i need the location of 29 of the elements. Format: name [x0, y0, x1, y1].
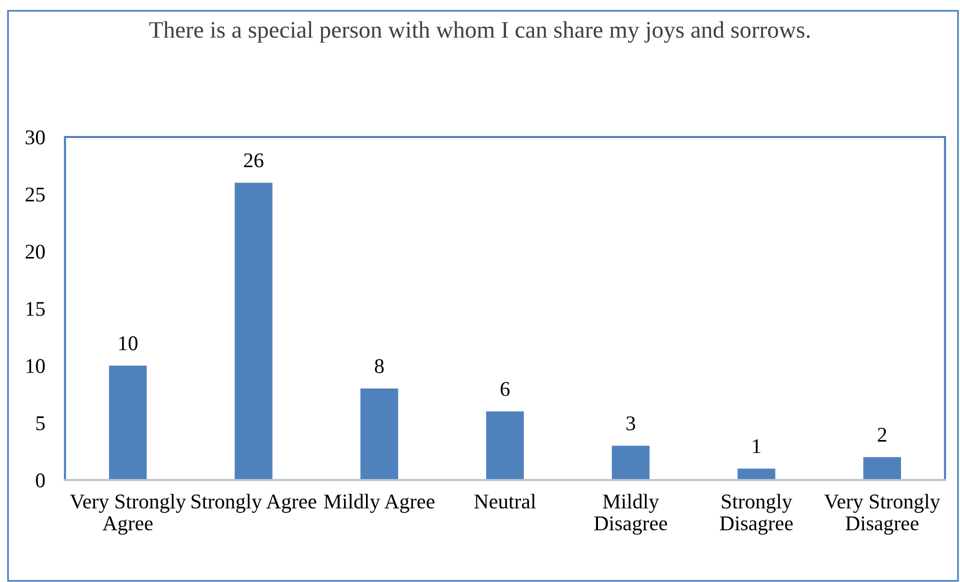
- x-tick-label: Mildly Agree: [324, 494, 434, 513]
- x-tick-label: Very Strongly Disagree: [824, 494, 940, 535]
- y-tick-label: 25: [26, 188, 45, 202]
- y-tick-label: 0: [36, 473, 45, 488]
- bar: [486, 411, 524, 480]
- bar: [738, 468, 776, 480]
- y-tick-label: 20: [26, 244, 45, 259]
- x-tick-label: Very Strongly Agree: [70, 494, 186, 535]
- y-tick-label: 10: [26, 359, 45, 374]
- bar: [234, 182, 272, 480]
- bar: [109, 366, 147, 480]
- data-label: 3: [626, 416, 636, 430]
- data-label: 8: [374, 359, 384, 374]
- x-tick-label: Strongly Disagree: [720, 494, 793, 535]
- bar: [612, 446, 650, 480]
- data-label: 2: [878, 428, 886, 442]
- x-tick-label: Mildly Disagree: [594, 494, 668, 535]
- data-label: 6: [500, 382, 510, 396]
- x-tick-label: Neutral: [474, 494, 536, 509]
- bar: [360, 388, 398, 480]
- data-label: 1: [753, 439, 760, 454]
- y-tick-label: 15: [26, 302, 45, 316]
- chart-title: There is a special person with whom I can share my joys and sorrows.: [149, 21, 810, 43]
- x-tick-label: Strongly Agree: [192, 494, 316, 513]
- data-label: 10: [119, 336, 138, 350]
- y-tick-label: 5: [36, 416, 45, 430]
- data-label: 26: [244, 153, 264, 168]
- bar: [863, 457, 901, 480]
- y-tick-label: 30: [26, 130, 45, 144]
